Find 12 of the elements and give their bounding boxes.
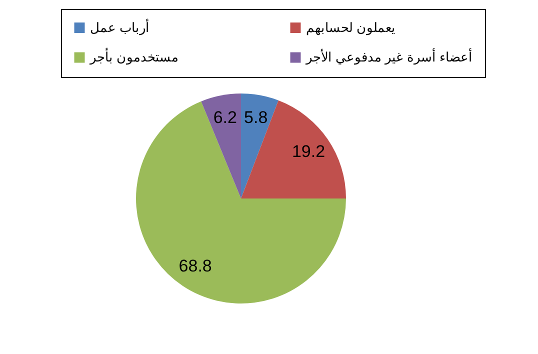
pie-slice [241,100,346,198]
pie-slice [136,101,346,304]
pie-slice [241,94,278,198]
data-label: 68.8 [178,256,212,276]
data-label: 5.8 [244,108,268,127]
legend-label: أعضاء أسرة غير مدفوعي الأجر [305,48,472,66]
pie-slice [201,94,241,198]
data-label: 6.2 [213,108,237,128]
data-label: 19.2 [292,142,326,161]
legend-label: مستخدمون بأجر [89,48,179,66]
legend-label: يعملون لحسابهم [306,20,396,36]
legend-label: أرباب عمل [90,18,150,36]
